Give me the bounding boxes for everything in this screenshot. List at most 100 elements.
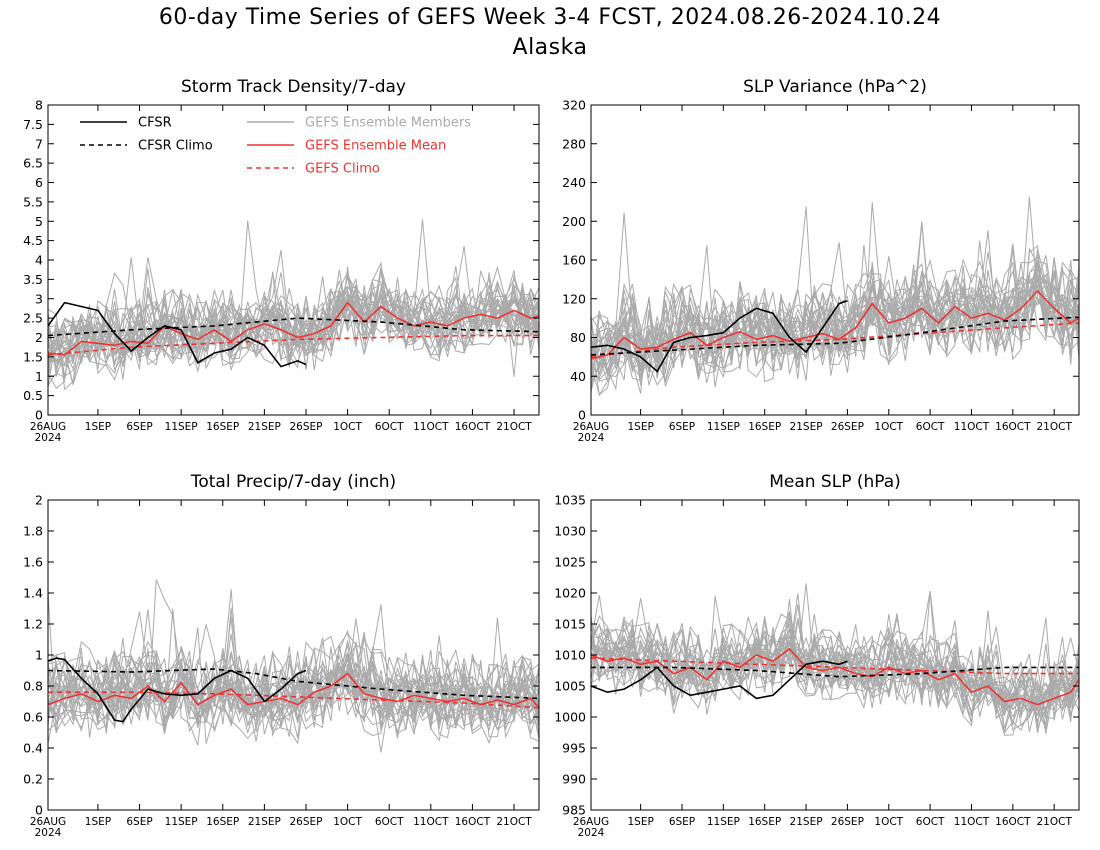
y-tick-label: 0.6 [23,710,43,725]
gefs-climo-line [591,322,1079,358]
x-tick-label: 1OCT [874,421,903,433]
panel-title: Total Precip/7-day (inch) [190,472,396,492]
ensemble-member-line [48,644,539,737]
x-tick-label: 26SEP [831,816,864,828]
legend-label-members: GEFS Ensemble Members [305,116,471,131]
x-tick-label: 16SEP [748,421,781,433]
ensemble-member-line [48,266,539,377]
gefs-climo-line [591,657,1079,675]
gefs-climo-line [48,691,539,709]
ensemble-members [48,219,539,391]
plot-frame [47,499,540,811]
x-tick-label: 21SEP [790,421,823,433]
x-tick-label: 6SEP [669,421,695,433]
x-tick-label: 1OCT [333,421,362,433]
ensemble-member-line [591,616,1079,719]
y-tick-label: 3.5 [23,272,43,287]
x-tick-label: 21SEP [248,421,281,433]
panel-total-precip: Total Precip/7-day (inch)00.20.40.60.811… [23,472,540,839]
y-tick-label: 2 [35,493,43,508]
main-title: 60-day Time Series of GEFS Week 3-4 FCST… [158,5,942,30]
x-tick-label: 1SEP [627,816,653,828]
cfsr-line [591,299,848,373]
x-tick-label: 21OCT [496,421,532,433]
panel-storm-track-density: Storm Track Density/7-day 0 0.5 1 1.5 2 2.5 3 3.… [23,77,540,444]
x-tick-label: 21OCT [496,816,532,828]
cfsr-line [591,660,848,700]
ensemble-members [48,579,539,753]
y-tick-label: 5 [35,214,43,229]
x-tick-label: 1SEP [85,421,111,433]
y-tick-label: 6 [35,175,43,190]
x-tick-label: 11SEP [707,421,740,433]
y-tick-label: 240 [562,175,586,190]
ensemble-members [591,583,1079,736]
x-tick-label: 21OCT [1036,421,1072,433]
y-tick-label: 0.4 [23,741,43,756]
y-tick-label: 0 [35,803,43,818]
y-tick-label: 0.5 [23,388,43,403]
cfsr-climo-line [48,317,539,337]
y-tick-label: 200 [562,214,586,229]
x-tick-label: 26AUG [30,421,66,433]
panel-title: SLP Variance (hPa^2) [743,77,927,97]
x-tick-label: 6SEP [669,816,695,828]
gefs-ensemble-mean-line [48,672,539,709]
x-tick-label: 26AUG [573,421,609,433]
x-tick-label: 6OCT [375,421,404,433]
x-tick-label: 16OCT [995,816,1031,828]
x-tick-label: 21OCT [1036,816,1072,828]
x-year-label: 2024 [35,432,62,444]
y-tick-label: 4 [35,253,43,268]
series-group [48,301,539,368]
x-tick-label: 11SEP [165,816,198,828]
x-tick-label: 21SEP [790,816,823,828]
y-tick-label: 8 [35,98,43,113]
y-tick-label: 7 [35,136,43,151]
series-group [591,289,1079,373]
x-tick-label: 6OCT [916,816,945,828]
legend-label-cfsr: CFSR [138,116,172,131]
x-tick-label: 21SEP [248,816,281,828]
ensemble-member-line [48,627,539,745]
y-tick-label: 0.2 [23,772,43,787]
gefs-climo-line [48,334,539,356]
ensemble-member-line [48,657,539,745]
series-group [591,647,1079,706]
x-tick-label: 1OCT [874,816,903,828]
y-tick-label: 1020 [554,586,586,601]
y-tick-label: 1 [35,369,43,384]
ensemble-member-line [591,255,1079,391]
legend-label-gefs-climo: GEFS Climo [305,162,380,177]
cfsr-line [48,301,307,368]
y-tick-label: 1.4 [23,586,43,601]
x-year-label: 2024 [578,827,605,839]
y-tick-label: 1030 [554,524,586,539]
panel-title: Mean SLP (hPa) [769,472,901,492]
ensemble-member-line [48,641,539,742]
x-tick-label: 11SEP [165,421,198,433]
legend: CFSR CFSR Climo GEFS Ensemble Members GEFS … [80,116,471,177]
y-tick-label: 320 [562,98,586,113]
y-tick-label: 1.5 [23,349,43,364]
panel-mean-slp: Mean SLP (hPa) 985 990 995 1000 1005 1010 1015 1… [554,472,1080,839]
gefs-ensemble-mean-line [591,647,1079,706]
y-tick-label: 1.2 [23,617,43,632]
panel-title: Storm Track Density/7-day [181,77,406,97]
ensemble-member-line [48,283,539,365]
legend-label-cfsr-climo: CFSR Climo [138,139,213,154]
ensemble-member-line [591,591,1079,736]
ensemble-member-line [591,251,1079,381]
y-tick-label: 0 [578,408,586,423]
y-tick-label: 985 [562,803,586,818]
x-tick-label: 1SEP [85,816,111,828]
x-tick-label: 11OCT [413,816,449,828]
ensemble-member-line [48,268,539,371]
y-tick-label: 1 [35,648,43,663]
y-tick-label: 1015 [554,617,586,632]
y-tick-label: 995 [562,741,586,756]
ensemble-member-line [48,641,539,737]
region-title: Alaska [512,35,588,60]
y-tick-label: 1005 [554,679,586,694]
